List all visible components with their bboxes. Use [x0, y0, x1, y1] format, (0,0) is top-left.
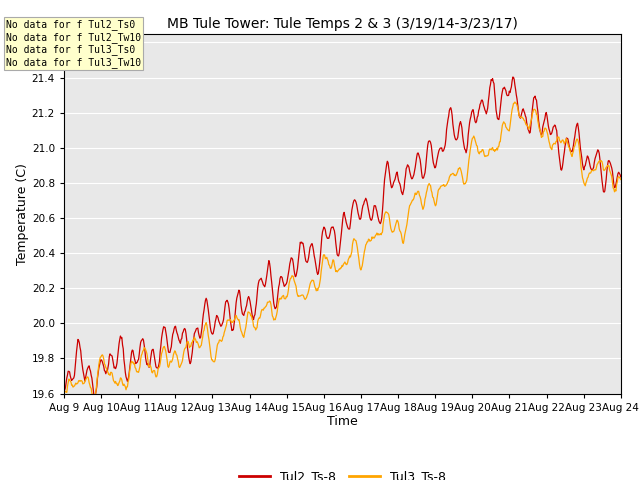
Tul2_Ts-8	[91, 393, 99, 399]
Tul2_Ts-8	[541, 116, 548, 121]
Tul3_Ts-8	[399, 240, 406, 246]
Tul2_Ts-8	[60, 387, 68, 393]
Tul3_Ts-8	[511, 99, 518, 105]
Tul2_Ts-8	[483, 108, 491, 114]
Tul2_Ts-8	[617, 174, 625, 180]
Line: Tul2_Ts-8: Tul2_Ts-8	[64, 77, 621, 396]
Tul2_Ts-8	[384, 160, 392, 166]
X-axis label: Time: Time	[327, 415, 358, 429]
Line: Tul3_Ts-8: Tul3_Ts-8	[64, 102, 621, 398]
Tul3_Ts-8	[415, 192, 423, 198]
Tul3_Ts-8	[60, 392, 68, 397]
Tul2_Ts-8	[415, 155, 423, 160]
Y-axis label: Temperature (C): Temperature (C)	[16, 163, 29, 264]
Tul3_Ts-8	[91, 396, 99, 401]
Text: No data for f Tul2_Ts0
No data for f Tul2_Tw10
No data for f Tul3_Ts0
No data fo: No data for f Tul2_Ts0 No data for f Tul…	[6, 19, 141, 68]
Tul3_Ts-8	[541, 125, 548, 131]
Tul2_Ts-8	[399, 192, 406, 197]
Tul3_Ts-8	[95, 362, 102, 368]
Title: MB Tule Tower: Tule Temps 2 & 3 (3/19/14-3/23/17): MB Tule Tower: Tule Temps 2 & 3 (3/19/14…	[167, 17, 518, 31]
Legend: Tul2_Ts-8, Tul3_Ts-8: Tul2_Ts-8, Tul3_Ts-8	[234, 465, 451, 480]
Tul2_Ts-8	[95, 365, 102, 371]
Tul2_Ts-8	[509, 74, 516, 80]
Tul3_Ts-8	[483, 153, 491, 158]
Tul3_Ts-8	[617, 177, 625, 182]
Tul3_Ts-8	[384, 211, 392, 216]
